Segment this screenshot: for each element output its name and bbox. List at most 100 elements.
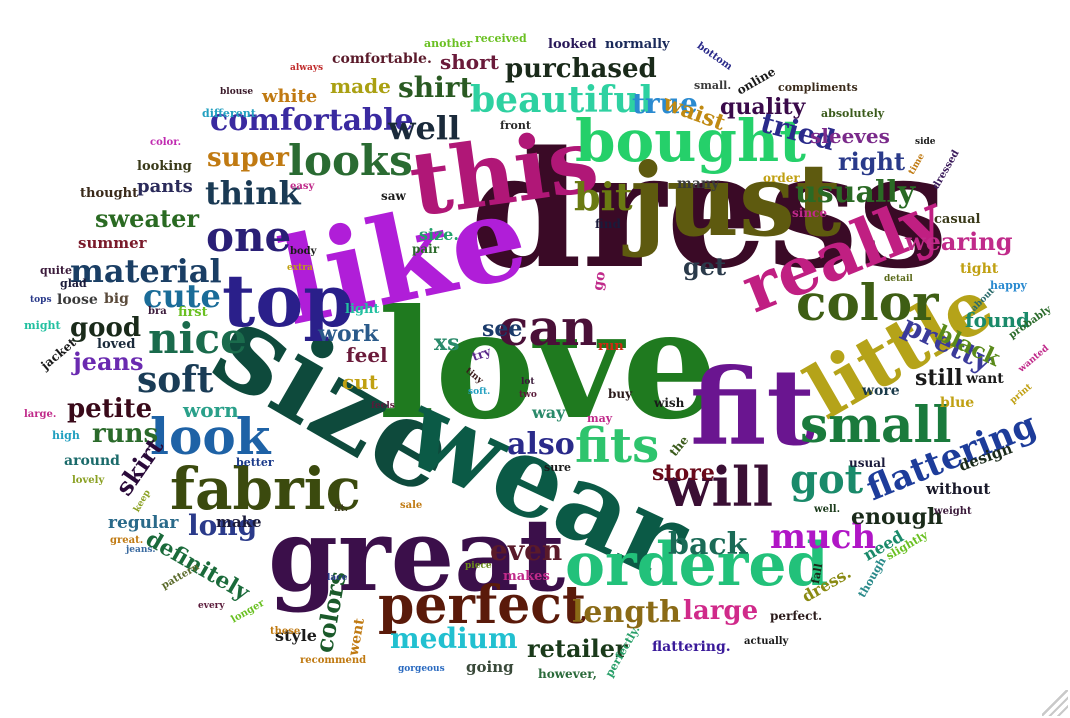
word-bit: bit xyxy=(574,174,633,219)
word-perfect: perfect xyxy=(378,575,586,636)
word-want: want xyxy=(966,371,1004,387)
word-saw: saw xyxy=(381,189,406,203)
word-purchased: purchased xyxy=(505,54,657,84)
word-different: different xyxy=(202,107,256,120)
word-actually: actually xyxy=(744,636,789,647)
word-usually: usually xyxy=(795,175,916,210)
word-think: think xyxy=(205,174,301,212)
word-fit: fit xyxy=(690,345,815,469)
word-happy: happy xyxy=(990,279,1027,292)
word-sweater: sweater xyxy=(95,204,199,233)
word-work: work xyxy=(318,321,379,347)
word-since: since xyxy=(792,206,827,220)
word-sure: sure xyxy=(544,461,571,474)
word-sleeves: sleeves xyxy=(810,124,890,148)
word-easy: easy xyxy=(290,181,315,192)
word-normally: normally xyxy=(605,37,670,52)
word-looks: looks xyxy=(288,136,413,185)
word-however: however, xyxy=(538,667,597,681)
word-comfortable: comfortable xyxy=(210,103,414,138)
word-make: make xyxy=(216,513,262,531)
word-went: went xyxy=(345,617,368,657)
word-big: big xyxy=(104,291,129,307)
word-usual: usual xyxy=(849,456,886,470)
word-better: better xyxy=(236,456,274,469)
word-casual: casual xyxy=(934,212,981,227)
word-length: length xyxy=(572,595,681,630)
word-shirt: shirt xyxy=(398,71,473,104)
word-fabric: fabric xyxy=(170,455,361,523)
word-great-period: great. xyxy=(110,535,144,546)
word-buy: buy xyxy=(608,387,633,401)
word-online: online xyxy=(734,64,778,98)
word-find: find xyxy=(595,217,621,231)
word-absolutely: absolutely xyxy=(821,107,885,120)
word-small: small xyxy=(800,395,952,454)
word-recommend: recommend xyxy=(300,655,367,666)
word-comfortable-period: comfortable. xyxy=(332,51,432,67)
word-xs: xs xyxy=(434,330,460,356)
word-sale: sale xyxy=(400,500,423,511)
word-lovely: lovely xyxy=(72,475,105,486)
word-even: even xyxy=(490,534,563,567)
word-jeans-period: jeans. xyxy=(126,545,156,555)
word-cute: cute xyxy=(143,277,221,315)
word-will: will xyxy=(665,455,774,519)
resize-grip[interactable] xyxy=(1042,690,1068,716)
word-can: can xyxy=(498,298,598,357)
word-store: store xyxy=(652,460,715,486)
word-short: short xyxy=(440,50,499,74)
word-tight: tight xyxy=(960,261,999,277)
word-weight: weight xyxy=(934,506,972,517)
word-bra: bra xyxy=(148,306,167,317)
word-light: light xyxy=(345,302,380,317)
word-small-period: small. xyxy=(694,79,732,92)
word-material: material xyxy=(70,252,222,290)
word-good: good xyxy=(70,313,142,343)
word-regular: regular xyxy=(108,513,179,533)
word-front: front xyxy=(500,119,531,132)
word-look: look xyxy=(150,407,271,466)
word-always: always xyxy=(290,63,324,73)
word-white: white xyxy=(262,86,318,107)
word-loose: loose xyxy=(57,292,98,308)
word-petite: petite xyxy=(67,394,153,424)
word-extra: extra xyxy=(287,263,313,273)
word-perfect-period: perfect. xyxy=(770,609,823,623)
word-piece: piece xyxy=(465,561,492,571)
word-style: style xyxy=(275,626,317,645)
word-got: got xyxy=(790,456,864,503)
word-lace: lace xyxy=(327,573,348,583)
word-without: without xyxy=(926,480,991,498)
word-large-period: large. xyxy=(24,409,57,420)
word-large: large xyxy=(683,596,759,626)
word-way: way xyxy=(532,403,566,422)
word-looking: looking xyxy=(137,159,192,174)
word-color: color xyxy=(796,273,939,332)
word-bought: bought xyxy=(575,107,806,175)
word-flattering-period: flattering. xyxy=(652,639,731,655)
word-much: much xyxy=(770,517,877,557)
word-enough: enough xyxy=(851,504,944,530)
word-side: side xyxy=(915,137,936,147)
word-top: top xyxy=(222,258,354,343)
word-get: get xyxy=(683,252,727,281)
word-might: might xyxy=(24,319,61,332)
word-go: go xyxy=(590,270,610,292)
word-pants: pants xyxy=(137,176,193,197)
word-order: order xyxy=(763,171,800,185)
word-makes: makes xyxy=(503,569,550,584)
word-summer: summer xyxy=(78,234,147,252)
word-also: also xyxy=(507,427,575,462)
word-compliments: compliments xyxy=(778,81,858,94)
word-wearing: wearing xyxy=(905,227,1013,256)
word-run: run xyxy=(598,339,624,354)
word-loved: loved xyxy=(97,337,136,352)
word-great: great xyxy=(268,496,566,614)
word-see: see xyxy=(482,316,523,342)
word-thought: thought xyxy=(80,186,139,201)
word-every: every xyxy=(198,601,225,611)
word-print: print xyxy=(1008,382,1035,407)
word-going: going xyxy=(466,658,514,676)
word-glad: glad xyxy=(60,277,87,290)
